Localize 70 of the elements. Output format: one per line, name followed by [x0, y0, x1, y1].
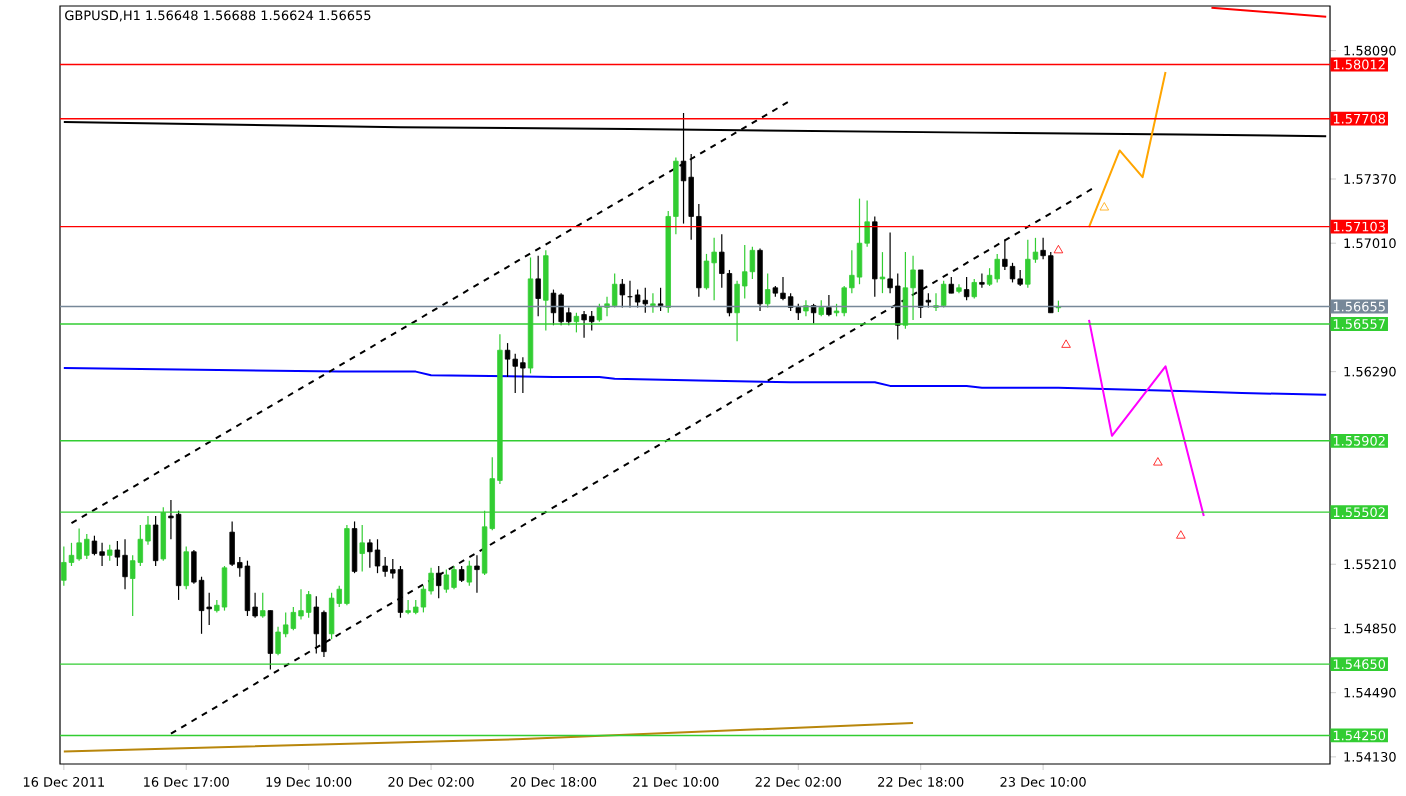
candlestick	[581, 310, 587, 339]
candlestick	[99, 542, 105, 567]
candlestick	[749, 246, 756, 280]
candlestick	[1025, 239, 1031, 289]
candlestick	[84, 533, 90, 560]
candlestick	[994, 253, 1000, 284]
candlestick	[221, 565, 228, 612]
candlestick	[122, 538, 128, 590]
candlestick	[558, 292, 564, 326]
candlestick	[512, 353, 518, 394]
candlestick	[474, 554, 480, 594]
candlestick	[229, 520, 235, 567]
candlestick	[826, 294, 832, 317]
point	[1153, 457, 1163, 466]
candlestick	[436, 565, 442, 599]
candlestick	[856, 198, 863, 285]
line-series	[62, 367, 1328, 396]
point	[1061, 339, 1071, 348]
candlestick	[260, 592, 266, 619]
candlestick	[359, 524, 365, 572]
candlestick	[711, 237, 717, 301]
point	[1099, 202, 1110, 211]
line-series	[1088, 70, 1167, 229]
candlestick	[764, 272, 771, 309]
candlestick	[351, 520, 358, 574]
candlestick	[895, 272, 901, 341]
candlestick	[183, 545, 189, 590]
line-series	[1088, 318, 1205, 518]
candlestick	[619, 278, 626, 309]
candlestick	[520, 356, 526, 394]
candlestick	[298, 588, 304, 621]
candlestick	[611, 272, 618, 309]
candlestick	[76, 527, 82, 562]
candlestick	[290, 606, 297, 631]
candlestick	[405, 599, 411, 615]
candlestick	[382, 556, 388, 578]
candlestick	[780, 276, 786, 301]
candlestick	[61, 545, 67, 587]
candlestick	[657, 287, 664, 312]
candlestick	[940, 280, 947, 309]
candlestick	[443, 568, 450, 594]
candlestick	[504, 342, 511, 378]
candlestick	[642, 287, 648, 314]
candlestick	[979, 272, 985, 289]
candlestick	[466, 560, 473, 587]
candlestick	[275, 626, 281, 656]
candlestick	[313, 595, 319, 655]
candlestick	[367, 538, 373, 569]
candlestick	[550, 288, 557, 326]
candlestick	[650, 292, 656, 314]
point	[1176, 530, 1186, 539]
candlestick	[374, 538, 381, 574]
candlestick	[963, 276, 970, 301]
candlestick	[451, 565, 457, 590]
candlestick	[397, 565, 404, 619]
candlestick	[918, 269, 924, 319]
candlestick	[879, 251, 886, 294]
candlestick	[971, 278, 977, 300]
candlestick	[328, 592, 335, 640]
candlestick	[321, 610, 327, 658]
candlestick	[703, 253, 710, 291]
candlestick	[152, 515, 159, 567]
candlestick	[244, 560, 251, 617]
candlestick	[589, 310, 595, 332]
candlestick	[305, 590, 312, 619]
candlestick	[535, 255, 541, 317]
candlestick	[91, 535, 98, 556]
candlestick	[267, 610, 274, 671]
candlestick	[1009, 262, 1016, 284]
point	[1053, 244, 1064, 254]
